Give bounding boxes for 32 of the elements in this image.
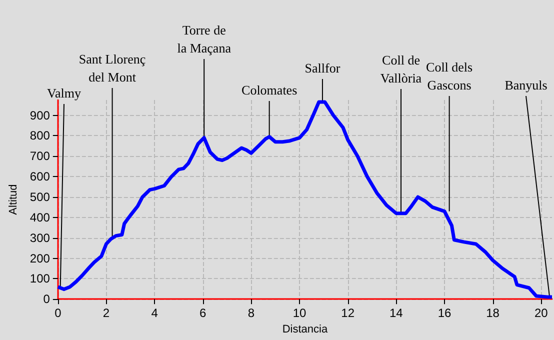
y-tick-label: 100 [30, 272, 50, 286]
y-tick-label: 300 [30, 230, 50, 245]
y-tick-label: 800 [30, 128, 50, 143]
y-tick-label: 400 [30, 210, 50, 224]
annotation: Coll dels Gascons [426, 60, 473, 92]
annotation: Torre de la Maçana [177, 22, 232, 56]
annotation: Sallfor [304, 60, 341, 76]
x-tick-label: 6 [200, 306, 207, 320]
line-series [56, 100, 554, 299]
x-tick-label: 0 [54, 306, 62, 320]
annotation: Coll de Vallòria [380, 52, 422, 86]
x-tick-label: 8 [248, 306, 255, 320]
y-tick-label: 500 [30, 190, 50, 204]
y-tick-label: 200 [30, 251, 50, 266]
y-axis-title: Altitud [8, 184, 20, 215]
annotation: Valmy [47, 86, 82, 100]
x-tick-label: 10 [292, 306, 307, 320]
x-tick-label: 14 [389, 306, 404, 320]
annotation: Colomates [242, 82, 298, 98]
x-tick-label: 12 [341, 306, 355, 320]
x-tick-label: 20 [534, 306, 548, 320]
x-tick-label: 4 [151, 306, 158, 320]
x-tick-label: 18 [486, 306, 500, 320]
y-tick-label: 0 [43, 292, 50, 306]
y-tick-label: 600 [30, 170, 50, 184]
annotation: Sant Llorenç del Mont [78, 52, 146, 84]
y-tick-label: 900 [30, 108, 50, 122]
x-tick-label: 2 [102, 306, 110, 320]
x-tick-label: 16 [438, 306, 452, 320]
y-tick-label: 700 [30, 149, 50, 164]
x-axis-title: Distancia [282, 324, 328, 336]
annotation: Banyuls [504, 78, 548, 92]
